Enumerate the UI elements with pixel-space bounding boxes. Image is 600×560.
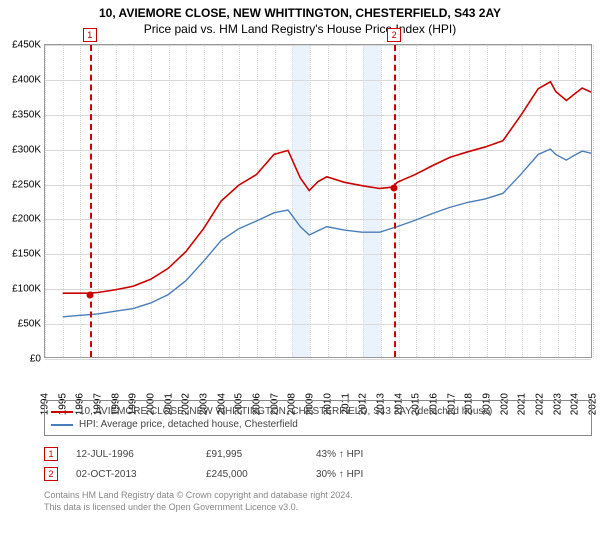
sale-delta: 30% ↑ HPI <box>316 469 416 480</box>
y-tick-label: £100K <box>12 284 45 295</box>
event-marker: 2 <box>387 28 401 42</box>
legend-row: HPI: Average price, detached house, Ches… <box>51 418 585 431</box>
sale-price: £91,995 <box>206 449 306 460</box>
sales-table: 1 12-JUL-1996 £91,995 43% ↑ HPI 2 02-OCT-2013… <box>44 436 592 484</box>
sale-row: 1 12-JUL-1996 £91,995 43% ↑ HPI <box>44 444 592 464</box>
event-marker: 1 <box>83 28 97 42</box>
y-tick-label: £0 <box>30 354 45 365</box>
legend: 10, AVIEMORE CLOSE, NEW WHITTINGTON, CHE… <box>44 400 592 436</box>
sale-delta: 43% ↑ HPI <box>316 449 416 460</box>
sale-marker: 2 <box>44 467 58 481</box>
y-tick-label: £450K <box>12 40 45 51</box>
gridline-h <box>45 359 591 360</box>
event-line <box>394 45 396 357</box>
event-line <box>90 45 92 357</box>
event-dot <box>391 185 398 192</box>
credits-line-2: This data is licensed under the Open Gov… <box>44 502 592 514</box>
gridline-v <box>593 45 594 357</box>
sale-row: 2 02-OCT-2013 £245,000 30% ↑ HPI <box>44 464 592 484</box>
sale-date: 02-OCT-2013 <box>76 469 196 480</box>
legend-row: 10, AVIEMORE CLOSE, NEW WHITTINGTON, CHE… <box>51 405 585 418</box>
lower-panel: 10, AVIEMORE CLOSE, NEW WHITTINGTON, CHE… <box>44 400 592 513</box>
legend-label: 10, AVIEMORE CLOSE, NEW WHITTINGTON, CHE… <box>79 406 492 417</box>
sale-price: £245,000 <box>206 469 306 480</box>
legend-label: HPI: Average price, detached house, Ches… <box>79 419 298 430</box>
y-tick-label: £200K <box>12 214 45 225</box>
y-tick-label: £50K <box>18 319 45 330</box>
credits: Contains HM Land Registry data © Crown c… <box>44 484 592 513</box>
y-tick-label: £250K <box>12 179 45 190</box>
event-dot <box>86 291 93 298</box>
chart-title: 10, AVIEMORE CLOSE, NEW WHITTINGTON, CHE… <box>0 0 600 20</box>
sale-marker: 1 <box>44 447 58 461</box>
legend-swatch <box>51 424 73 426</box>
chart-container: 10, AVIEMORE CLOSE, NEW WHITTINGTON, CHE… <box>0 0 600 560</box>
credits-line-1: Contains HM Land Registry data © Crown c… <box>44 490 592 502</box>
y-tick-label: £350K <box>12 109 45 120</box>
series-svg <box>45 45 591 357</box>
plot-area: £0£50K£100K£150K£200K£250K£300K£350K£400… <box>44 44 592 358</box>
sale-date: 12-JUL-1996 <box>76 449 196 460</box>
legend-swatch <box>51 411 73 413</box>
series-hpi <box>63 149 591 317</box>
series-price_paid <box>63 82 591 293</box>
y-tick-label: £300K <box>12 144 45 155</box>
y-tick-label: £150K <box>12 249 45 260</box>
y-tick-label: £400K <box>12 74 45 85</box>
